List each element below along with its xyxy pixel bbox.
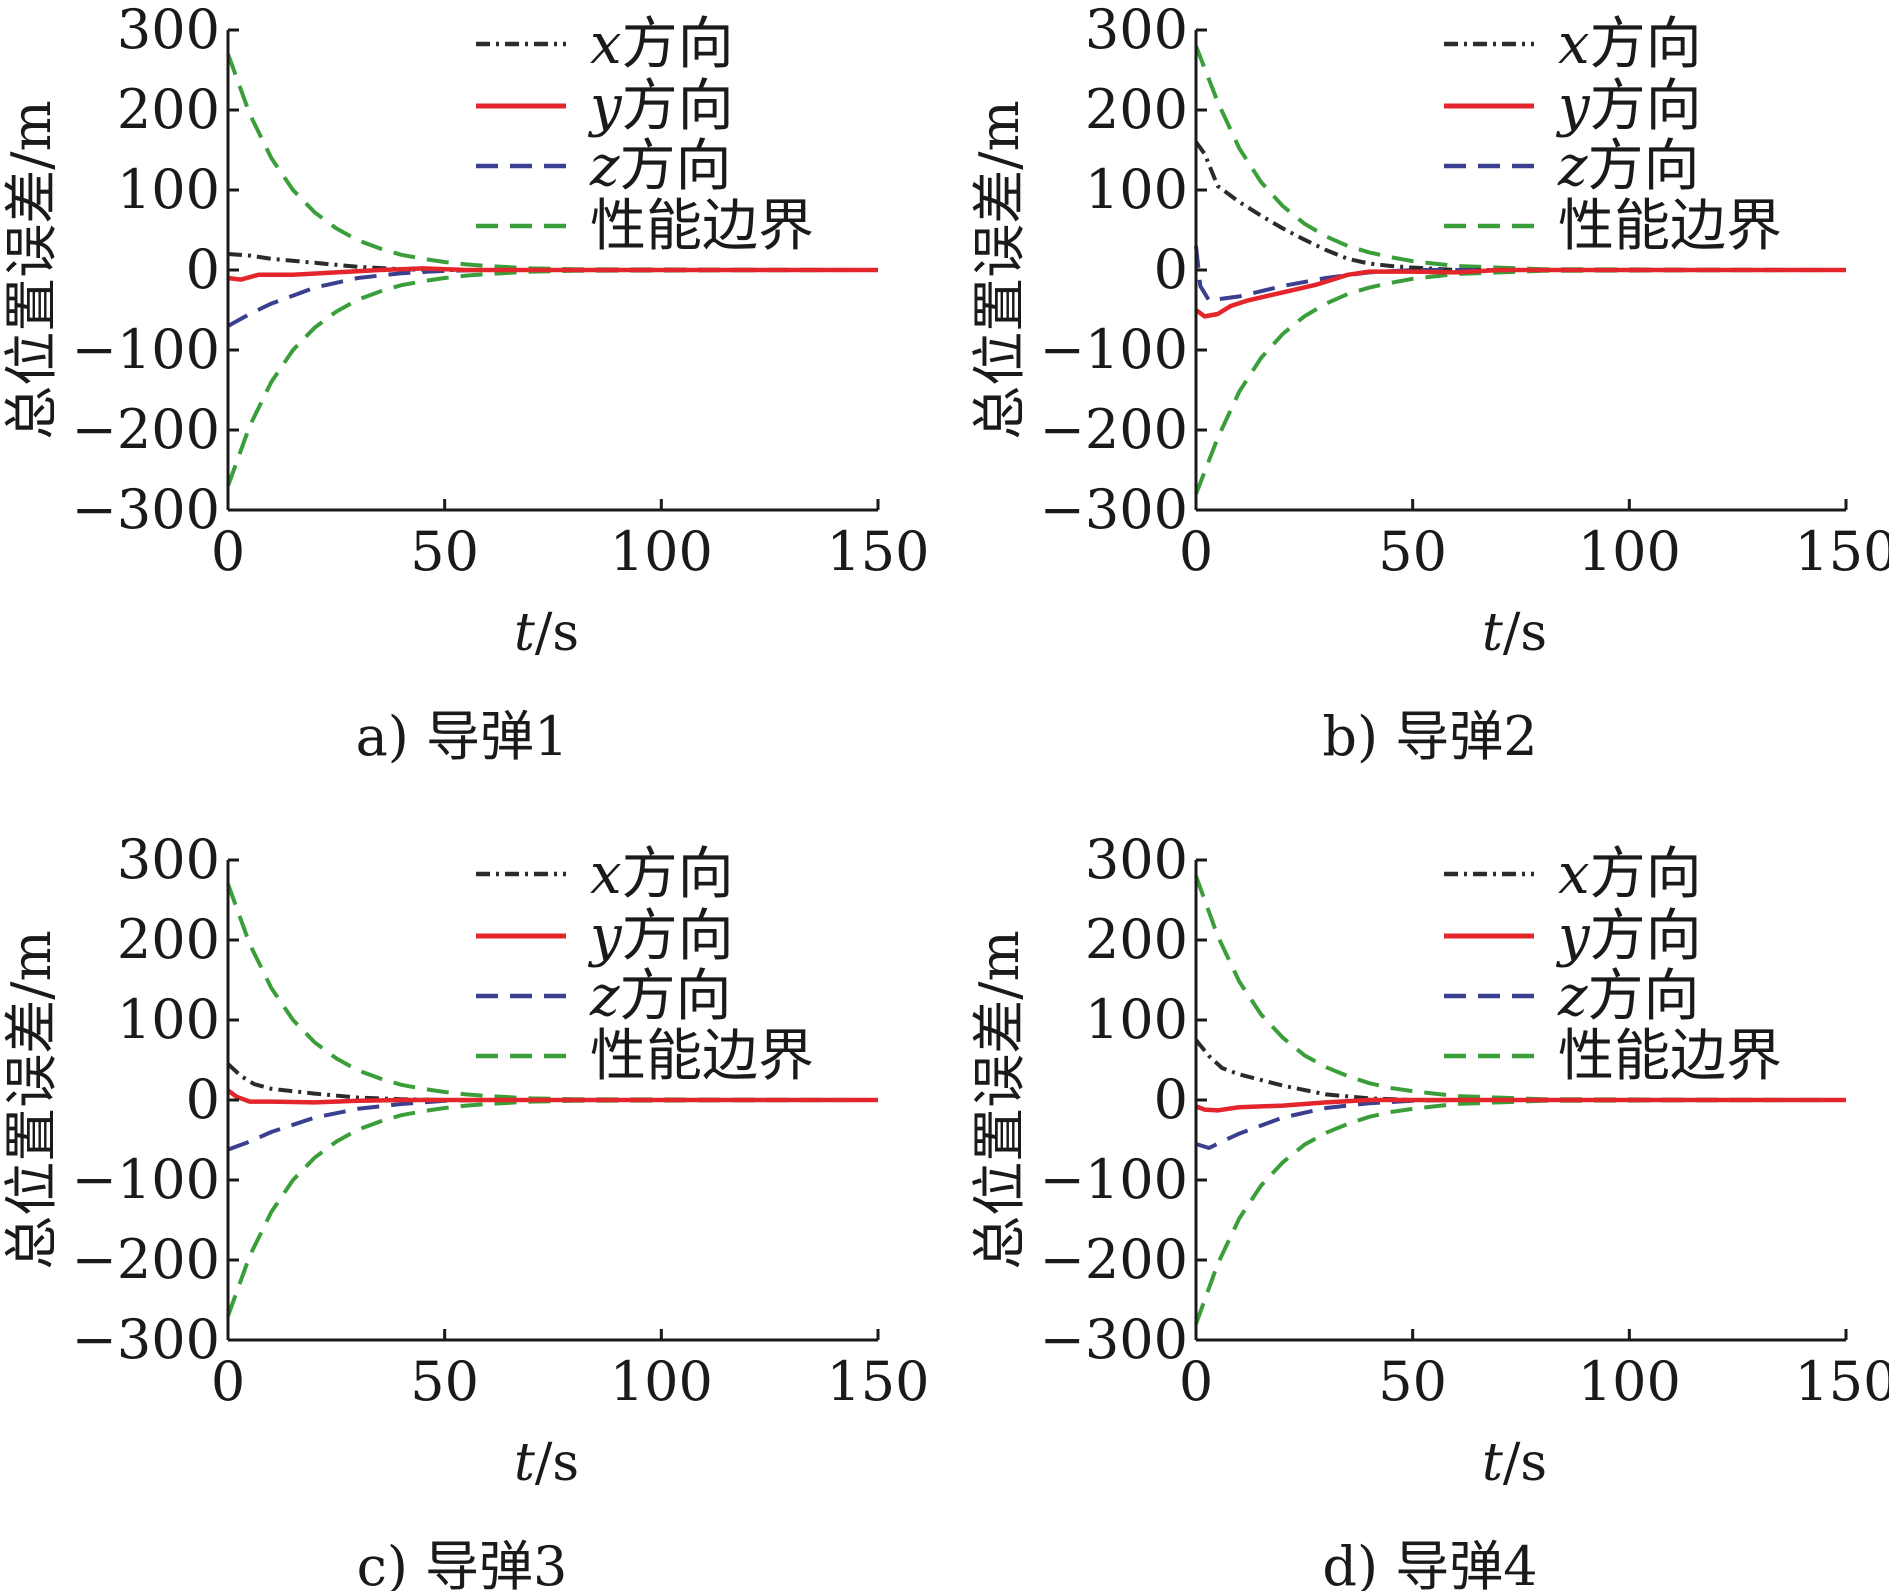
- y-tick-label: 100: [1085, 988, 1188, 1051]
- panel-caption: c) 导弹3: [357, 1535, 568, 1591]
- panel-caption: a) 导弹1: [356, 705, 569, 768]
- legend-label-x: x方向: [1558, 12, 1702, 77]
- y-tick-label: 0: [186, 238, 220, 301]
- legend-label-x: x方向: [1558, 842, 1702, 907]
- z-series-line: [227, 1098, 878, 1152]
- x-tick-label: 150: [826, 1350, 929, 1413]
- bound-series-line: [226, 53, 879, 272]
- bound-series-line: [226, 883, 879, 1102]
- legend-label-y: y方向: [587, 74, 734, 139]
- y-tick-label: 300: [1085, 828, 1188, 891]
- y-tick-label: −100: [72, 1148, 220, 1211]
- y-tick-label: −200: [1040, 1228, 1188, 1291]
- legend-label-y: y方向: [1555, 74, 1702, 139]
- x-tick-label: 100: [1578, 520, 1681, 583]
- y-tick-label: 300: [117, 0, 220, 61]
- y-tick-label: −200: [72, 398, 220, 461]
- x-tick-label: 150: [1794, 1350, 1889, 1413]
- y-tick-label: −100: [72, 318, 220, 381]
- legend-label-x: x方向: [590, 12, 734, 77]
- panel-caption: d) 导弹4: [1322, 1535, 1537, 1591]
- y-series-line: [226, 1088, 878, 1105]
- legend-label-bound: 性能边界: [1558, 1024, 1782, 1089]
- x-tick-label: 100: [1578, 1350, 1681, 1413]
- x-tick-label: 50: [1378, 520, 1447, 583]
- x-tick-label: 0: [1179, 1350, 1213, 1413]
- legend-label-x: x方向: [590, 842, 734, 907]
- y-tick-label: 100: [1085, 158, 1188, 221]
- x-tick-label: 50: [410, 520, 479, 583]
- z-series-line: [227, 268, 878, 328]
- y-tick-label: −100: [1040, 318, 1188, 381]
- y-axis-label: 总位置误差/m: [968, 100, 1031, 439]
- bound-series-line-lower: [226, 268, 879, 487]
- y-tick-label: 300: [1085, 0, 1188, 61]
- y-tick-label: −300: [1040, 1308, 1188, 1371]
- y-tick-label: 0: [186, 1068, 220, 1131]
- y-tick-label: 200: [1085, 908, 1188, 971]
- y-series-line: [1195, 1097, 1846, 1113]
- x-axis-label: t/s: [514, 1433, 579, 1493]
- x-tick-label: 50: [1378, 1350, 1447, 1413]
- y-tick-label: 300: [117, 828, 220, 891]
- y-tick-label: 0: [1154, 1068, 1188, 1131]
- legend-label-bound: 性能边界: [590, 194, 814, 259]
- x-tick-label: 100: [610, 1350, 713, 1413]
- y-series-line: [1194, 267, 1846, 319]
- bound-series-line-lower: [1194, 268, 1847, 495]
- legend-label-z: z方向: [1557, 964, 1700, 1029]
- y-tick-label: −300: [72, 1308, 220, 1371]
- legend-label-y: y方向: [1555, 904, 1702, 969]
- x-tick-label: 150: [826, 520, 929, 583]
- bound-series-line-lower: [226, 1098, 879, 1317]
- legend-label-z: z方向: [589, 964, 732, 1029]
- y-axis-label: 总位置误差/m: [0, 930, 63, 1269]
- legend-label-z: z方向: [1557, 134, 1700, 199]
- y-tick-label: 0: [1154, 238, 1188, 301]
- x-tick-label: 0: [1179, 520, 1213, 583]
- x-tick-label: 150: [1794, 520, 1889, 583]
- bound-series-line-lower: [1194, 1098, 1847, 1325]
- legend-label-bound: 性能边界: [590, 1024, 814, 1089]
- y-axis-label: 总位置误差/m: [968, 930, 1031, 1269]
- y-tick-label: 100: [117, 158, 220, 221]
- y-tick-label: 200: [1085, 78, 1188, 141]
- x-tick-label: 50: [410, 1350, 479, 1413]
- x-axis-label: t/s: [1482, 1433, 1547, 1493]
- x-series-line: [227, 252, 878, 272]
- y-tick-label: −300: [1040, 478, 1188, 541]
- x-tick-label: 100: [610, 520, 713, 583]
- legend-label-bound: 性能边界: [1558, 194, 1782, 259]
- y-tick-label: −300: [72, 478, 220, 541]
- x-tick-label: 0: [211, 520, 245, 583]
- y-tick-label: 200: [117, 78, 220, 141]
- z-series-line: [1195, 1098, 1846, 1150]
- y-tick-label: −200: [72, 1228, 220, 1291]
- bound-series-line: [1194, 875, 1847, 1102]
- x-axis-label: t/s: [514, 603, 579, 663]
- y-axis-label: 总位置误差/m: [0, 100, 63, 439]
- x-axis-label: t/s: [1482, 603, 1547, 663]
- legend-label-y: y方向: [587, 904, 734, 969]
- y-series-line: [227, 266, 878, 282]
- panel-caption: b) 导弹2: [1322, 705, 1537, 768]
- y-tick-label: −100: [1040, 1148, 1188, 1211]
- y-tick-label: −200: [1040, 398, 1188, 461]
- y-tick-label: 200: [117, 908, 220, 971]
- y-tick-label: 100: [117, 988, 220, 1051]
- bound-series-line: [1194, 45, 1847, 272]
- x-tick-label: 0: [211, 1350, 245, 1413]
- legend-label-z: z方向: [589, 134, 732, 199]
